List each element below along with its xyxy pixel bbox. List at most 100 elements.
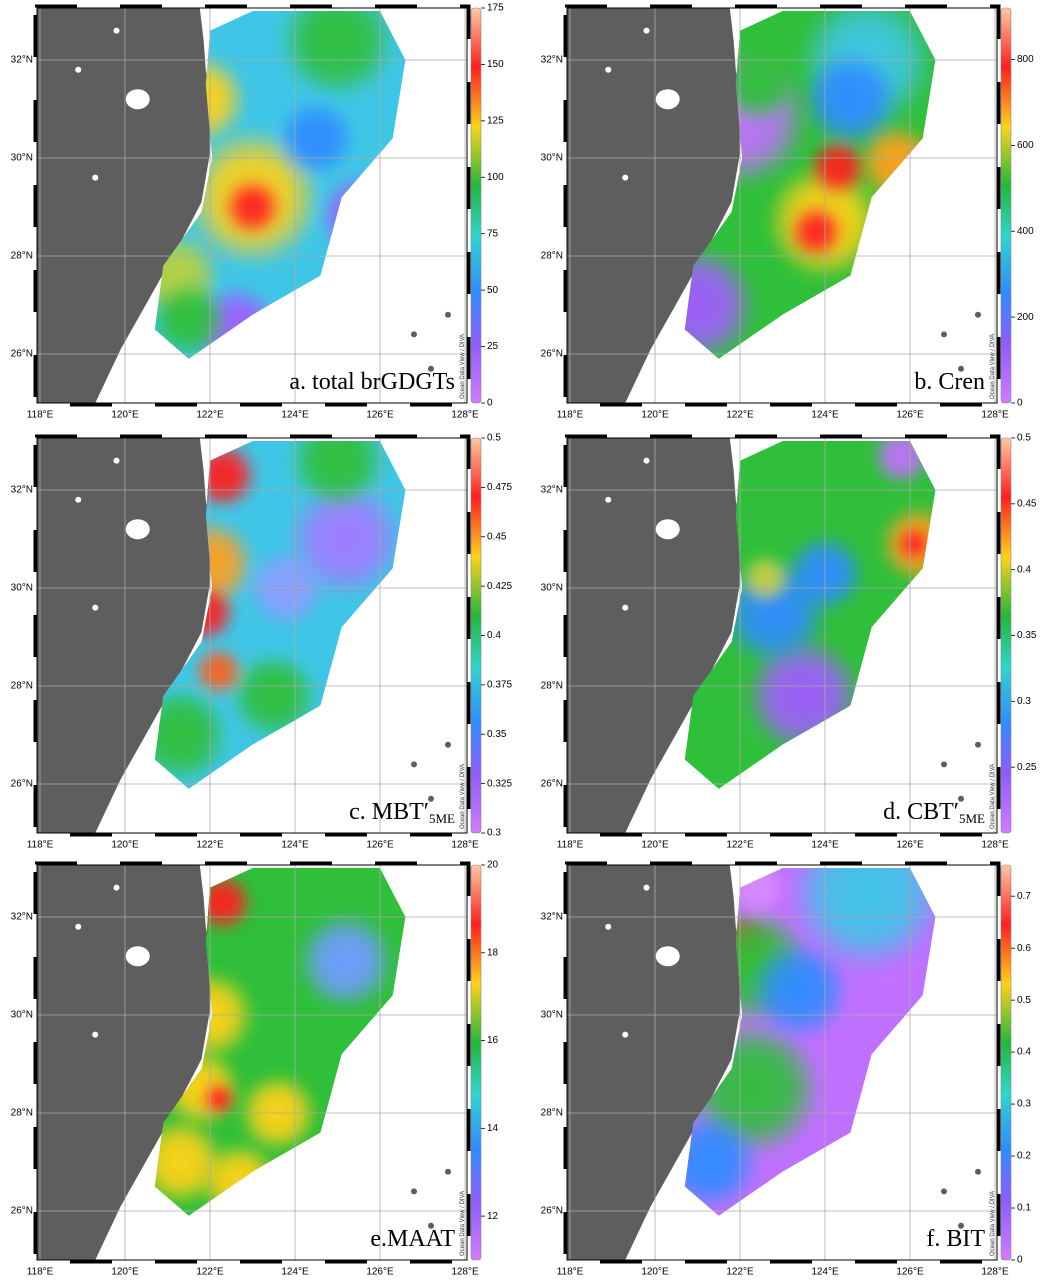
map-body	[567, 8, 997, 403]
lon-label: 124°E	[281, 840, 309, 851]
colorbar-tick-label: 14	[487, 1123, 499, 1134]
lon-label: 120°E	[111, 1267, 139, 1278]
colorbar-tick-label: 400	[1017, 226, 1034, 237]
lon-label: 120°E	[641, 840, 669, 851]
watermark: Ocean Data View / DIVA	[990, 334, 996, 399]
lon-label: 124°E	[281, 1267, 309, 1278]
map-body	[567, 865, 997, 1260]
frame-ticks	[563, 434, 1001, 837]
colorbar-tick-label: 0.45	[1017, 498, 1037, 509]
colorbar-tick-label: 0.3	[1017, 696, 1031, 707]
lake	[643, 457, 650, 464]
map-panel: 118°E 120°E 122°E 124°E 126°E 128°E 26°N 28°N 30…	[541, 4, 1034, 421]
colorbar-tick-label: 50	[487, 285, 499, 296]
lon-label: 126°E	[896, 840, 924, 851]
lon-label: 122°E	[196, 1267, 224, 1278]
lat-label: 30°N	[541, 583, 563, 594]
panel-label: d. CBT′5ME	[883, 799, 985, 826]
lake	[75, 496, 82, 503]
panel-label-text: e.MAAT	[370, 1226, 455, 1252]
lon-label: 126°E	[896, 410, 924, 421]
colorbar-tick-label: 0.35	[487, 729, 507, 740]
island	[445, 741, 451, 748]
land	[37, 865, 213, 1260]
lat-label: 30°N	[11, 153, 33, 164]
lat-label: 28°N	[11, 1108, 33, 1119]
lon-label: 126°E	[896, 1267, 924, 1278]
frame-ticks	[33, 4, 471, 407]
map-body	[37, 865, 467, 1260]
lake	[75, 923, 82, 930]
lon-label: 118°E	[27, 840, 54, 851]
field-spot	[222, 177, 283, 237]
colorbar-tick-label: 800	[1017, 54, 1034, 65]
colorbar-tick-label: 0	[1017, 1255, 1023, 1266]
panel-label-text: d. CBT′	[883, 799, 959, 825]
colorbar-tick-label: 16	[487, 1035, 499, 1046]
lake	[125, 519, 150, 540]
island	[975, 741, 981, 748]
lat-label: 26°N	[541, 1206, 563, 1217]
panel-label: c. MBT′5ME	[349, 799, 455, 826]
lon-label: 128°E	[981, 410, 1009, 421]
panel-label: a. total brGDGTs	[289, 369, 455, 395]
colorbar-tick-label: 0.5	[1017, 433, 1031, 444]
field-spot	[276, 98, 357, 179]
colorbar-tick-label: 125	[487, 115, 504, 126]
island	[958, 1222, 964, 1229]
lon-label: 118°E	[557, 410, 584, 421]
frame-ticks	[563, 4, 1001, 407]
panel-label-text: b. Cren	[914, 369, 985, 395]
lake	[622, 174, 629, 181]
field-spots	[684, 441, 936, 789]
frame	[36, 437, 468, 834]
land	[567, 8, 743, 403]
lon-label: 120°E	[641, 1267, 669, 1278]
colorbar-tick-label: 0	[487, 398, 493, 409]
field-spot	[200, 1080, 237, 1117]
frame	[36, 7, 468, 404]
lon-label: 128°E	[451, 1267, 479, 1278]
lat-label: 28°N	[541, 1108, 563, 1119]
lake	[622, 604, 629, 611]
lon-label: 120°E	[111, 410, 139, 421]
lat-label: 30°N	[541, 1010, 563, 1021]
colorbar-tick-label: 0.475	[487, 482, 512, 493]
colorbar-tick-label: 600	[1017, 140, 1034, 151]
watermark: Ocean Data View / DIVA	[460, 334, 466, 399]
lake	[655, 89, 680, 110]
field-spot	[193, 646, 244, 697]
lake	[113, 457, 120, 464]
lon-label: 126°E	[366, 1267, 394, 1278]
field-spot	[896, 525, 933, 562]
map-body	[567, 438, 997, 833]
lat-label: 30°N	[541, 153, 563, 164]
lake	[605, 496, 612, 503]
colorbar-tick-label: 0.4	[487, 630, 501, 641]
lat-label: 32°N	[11, 55, 33, 66]
lake	[643, 27, 650, 34]
lat-label: 26°N	[11, 779, 33, 790]
land	[37, 8, 213, 403]
colorbar-tick-label: 0.325	[487, 778, 512, 789]
map-panel: 118°E 120°E 122°E 124°E 126°E 128°E 26°N 28°N 30…	[541, 433, 1037, 851]
lake	[92, 174, 99, 181]
panel-label: b. Cren	[914, 369, 985, 395]
lon-label: 122°E	[196, 410, 224, 421]
field-spot	[871, 441, 932, 486]
colorbar-tick-label: 0.4	[1017, 1047, 1031, 1058]
land	[37, 438, 213, 833]
lat-label: 28°N	[11, 251, 33, 262]
colorbar-tick-label: 0.7	[1017, 891, 1031, 902]
island	[411, 1188, 417, 1195]
land	[567, 865, 743, 1260]
lon-label: 122°E	[726, 840, 754, 851]
island	[958, 795, 964, 802]
frame	[566, 864, 998, 1261]
colorbar	[470, 437, 482, 834]
lake	[605, 923, 612, 930]
panel-label-subscript: 5ME	[429, 811, 455, 826]
colorbar	[1000, 864, 1012, 1261]
